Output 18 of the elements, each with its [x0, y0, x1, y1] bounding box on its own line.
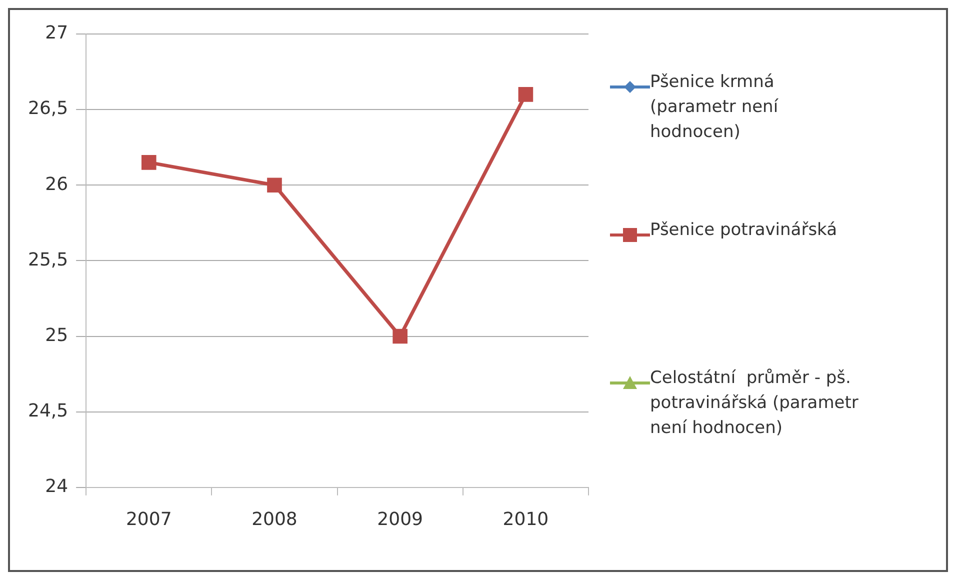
y-tick-label: 27 [45, 22, 68, 44]
y-tick-label: 24 [45, 476, 68, 498]
point [267, 178, 282, 193]
y-tick-label: 25 [45, 324, 68, 346]
x-tick-label: 2010 [502, 508, 549, 530]
x-tick-label: 2009 [377, 508, 423, 530]
x-tick-label: 2007 [126, 508, 172, 530]
point [141, 155, 156, 170]
legend-label: Pšenice krmná (parametr není hodnocen) [650, 71, 780, 144]
y-tick-label: 24,5 [28, 400, 68, 422]
y-tick-label: 26,5 [28, 98, 68, 120]
legend-label: Celostátní průměr - pš. potravinářská (parametr není hodnocen) [650, 367, 860, 440]
point [518, 87, 534, 102]
point [392, 328, 408, 344]
y-tick-label: 25,5 [28, 249, 68, 270]
y-tick-label: 26 [45, 174, 68, 195]
legend-label: Pšenice potravinářská [650, 219, 838, 242]
x-tick-label: 2008 [252, 508, 298, 530]
